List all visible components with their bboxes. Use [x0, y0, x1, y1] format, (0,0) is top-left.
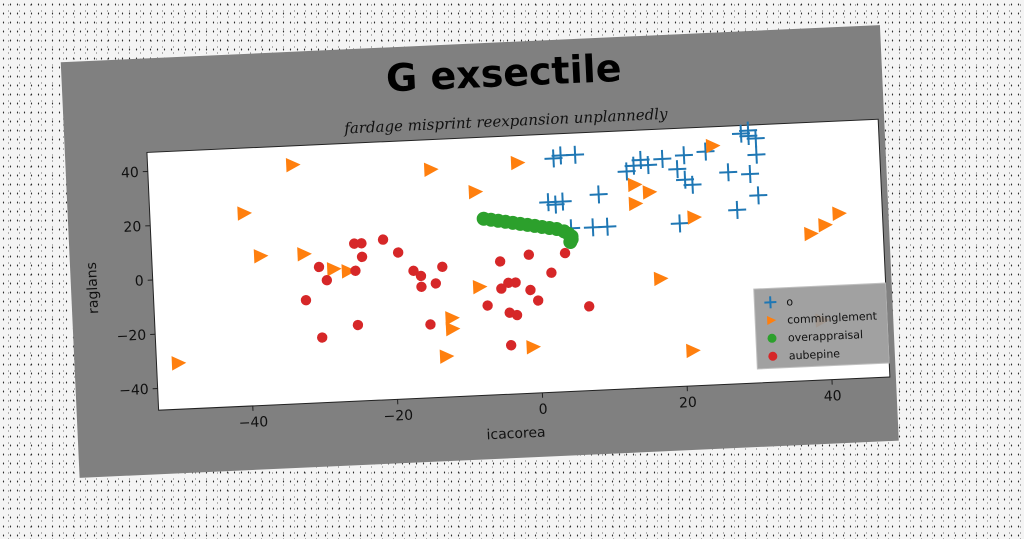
- point-o-v: [750, 165, 751, 183]
- point-o-v: [575, 146, 576, 164]
- point-o-v: [737, 201, 738, 219]
- point-o-v: [548, 193, 549, 211]
- point-o-v: [607, 218, 608, 236]
- point-o-v: [756, 146, 757, 164]
- point-o-v: [555, 196, 556, 214]
- point-o-v: [633, 157, 634, 175]
- point-o-v: [692, 176, 693, 194]
- x-axis-label: icacorea: [486, 425, 546, 444]
- point-o-v: [598, 185, 599, 203]
- legend-label-o: o: [786, 295, 794, 308]
- x-tick-label: −40: [238, 414, 268, 431]
- y-axis-label: raglans: [84, 262, 102, 315]
- point-o-v: [562, 193, 563, 211]
- y-tick-label: −40: [119, 382, 149, 399]
- y-tick-label: 40: [121, 165, 140, 182]
- x-tick-label: 0: [538, 402, 548, 418]
- x-tick-label: 40: [823, 388, 842, 405]
- x-tick-label: −20: [383, 408, 413, 425]
- x-tick-label: 20: [679, 395, 698, 412]
- point-o-v: [748, 127, 749, 145]
- point-o-v: [560, 146, 561, 164]
- point-o-v: [758, 186, 759, 204]
- y-tick-label: 20: [123, 219, 142, 236]
- point-o-v: [705, 143, 706, 161]
- point-o-v: [728, 163, 729, 181]
- point-o-v: [741, 125, 742, 143]
- point-o-v: [662, 150, 663, 168]
- y-tick-label: −20: [116, 328, 146, 345]
- point-o-v: [755, 129, 756, 147]
- point-o-v: [553, 149, 554, 167]
- y-tick-label: 0: [134, 273, 144, 289]
- point-o-v: [592, 218, 593, 236]
- legend-marker-o-v: [770, 296, 771, 308]
- legend-label-aubepine: aubepine: [789, 347, 841, 362]
- point-o-v: [677, 160, 678, 178]
- point-o-v: [648, 156, 649, 174]
- point-o-v: [684, 146, 685, 164]
- point-o-v: [679, 214, 680, 232]
